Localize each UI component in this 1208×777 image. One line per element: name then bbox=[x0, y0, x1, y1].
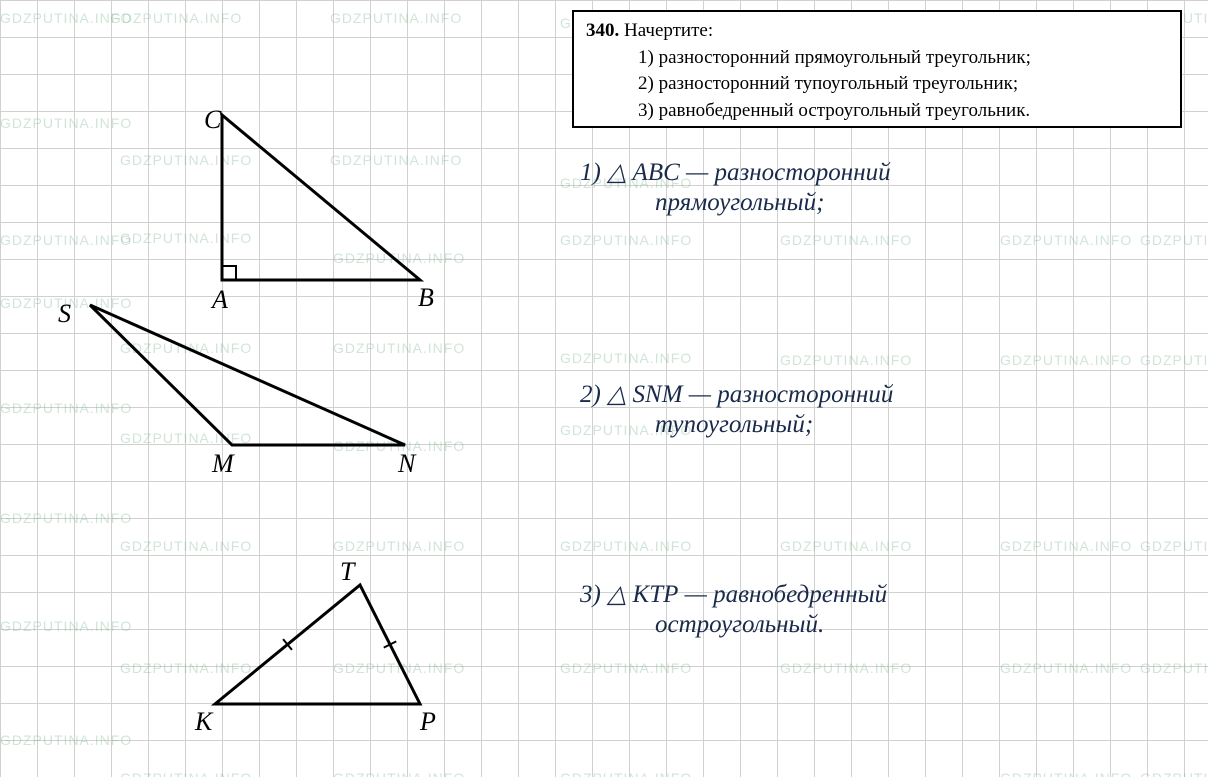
problem-statement-box: 340. Начертите: 1) разносторонний прямоу… bbox=[572, 10, 1182, 128]
problem-title: Начертите: bbox=[624, 20, 713, 41]
problem-number: 340. bbox=[586, 20, 619, 41]
answer-2: 2) △ SNM — разносторонний тупоугольный; bbox=[580, 380, 893, 440]
problem-item-2: 2) разносторонний тупоугольный треугольн… bbox=[586, 71, 1168, 98]
problem-item-1: 1) разносторонний прямоугольный треуголь… bbox=[586, 45, 1168, 72]
answer-3: 3) △ KTP — равнобедренный остроугольный. bbox=[580, 580, 887, 640]
problem-item-3: 3) равнобедренный остроугольный треуголь… bbox=[586, 98, 1168, 125]
answer-1: 1) △ ABC — разносторонний прямоугольный; bbox=[580, 158, 891, 218]
